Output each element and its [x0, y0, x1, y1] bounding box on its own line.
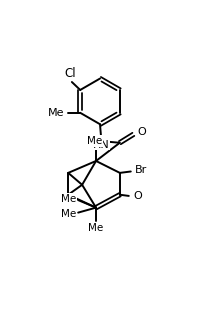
- Text: Br: Br: [135, 165, 147, 175]
- Text: Me: Me: [87, 136, 103, 146]
- Text: Me: Me: [61, 209, 77, 219]
- Text: Cl: Cl: [64, 67, 76, 80]
- Text: Me: Me: [88, 223, 104, 233]
- Text: Me: Me: [48, 108, 65, 118]
- Text: O: O: [137, 127, 146, 137]
- Text: HN: HN: [93, 139, 109, 149]
- Text: Me: Me: [61, 194, 77, 204]
- Text: O: O: [133, 191, 142, 201]
